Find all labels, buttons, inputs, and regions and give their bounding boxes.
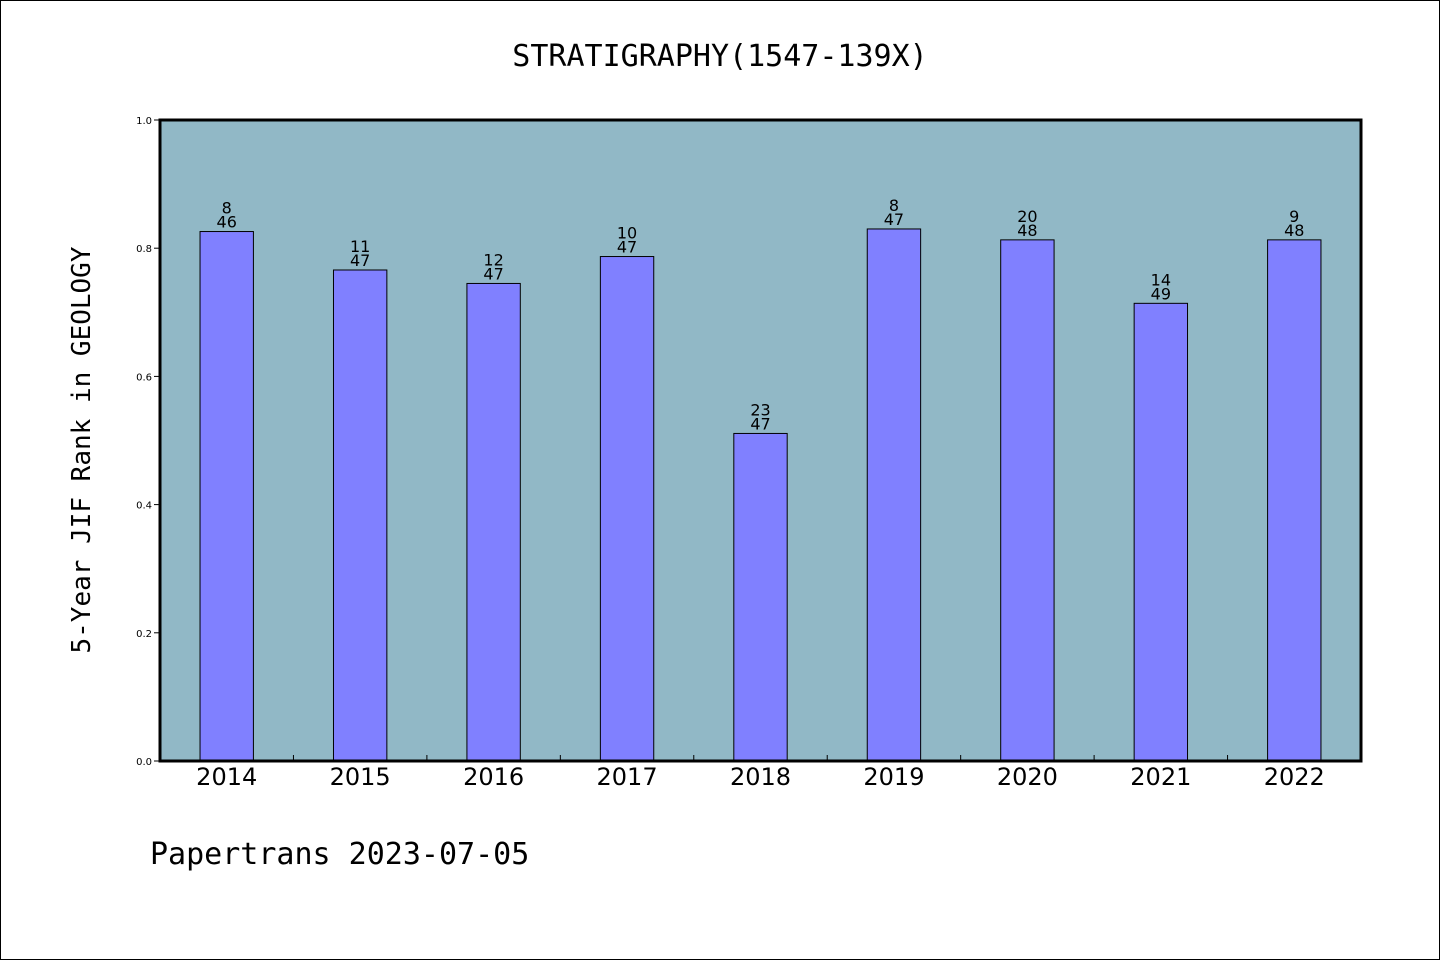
- x-tick-label: 2019: [863, 763, 924, 791]
- bar-2014: [199, 231, 254, 762]
- bar-label-total: 47: [884, 210, 904, 229]
- x-tick-label: 2020: [997, 763, 1058, 791]
- chart-title: STRATIGRAPHY(1547-139X): [512, 39, 927, 74]
- bar-2019: [866, 228, 922, 762]
- x-tick-label: 2022: [1264, 763, 1325, 791]
- bar-2020: [1000, 239, 1055, 762]
- y-axis-label: 5-Year JIF Rank in GEOLOGY: [67, 246, 97, 653]
- bar-2021: [1133, 302, 1189, 762]
- bar-label-total: 47: [350, 251, 370, 270]
- bar-2022: [1267, 239, 1322, 762]
- footer-text: Papertrans 2023-07-05: [150, 837, 529, 872]
- y-tick-label: 0.4: [136, 501, 152, 512]
- bar-2018: [733, 432, 788, 762]
- x-tick-label: 2017: [597, 763, 658, 791]
- y-tick-label: 0.8: [136, 244, 152, 255]
- bar-label-rank: 12: [483, 250, 503, 269]
- bar-label-total: 46: [217, 213, 237, 232]
- x-tick-label: 2014: [196, 763, 257, 791]
- plot-border: [158, 118, 1363, 763]
- bar-label-rank: 11: [350, 237, 370, 256]
- bar-2016: [466, 282, 521, 762]
- bar-label-total: 48: [1284, 221, 1304, 240]
- bar-label-rank: 20: [1017, 207, 1037, 226]
- y-tick-label: 0.6: [136, 372, 152, 383]
- bar-label-total: 47: [617, 238, 637, 257]
- bar-label-rank: 23: [750, 400, 770, 419]
- x-tick-label: 2021: [1130, 763, 1191, 791]
- bar-label-rank: 8: [889, 196, 899, 215]
- y-tick-label: 0.2: [136, 629, 152, 640]
- x-tick-label: 2016: [463, 763, 524, 791]
- bar-label-total: 47: [750, 414, 770, 433]
- bar-label-rank: 8: [222, 199, 232, 218]
- bar-label-total: 48: [1017, 221, 1037, 240]
- bar-label-total: 49: [1151, 284, 1171, 303]
- bar-2017: [599, 256, 655, 762]
- bar-label-rank: 14: [1151, 270, 1171, 289]
- bar-label-rank: 10: [617, 224, 637, 243]
- bar-2015: [332, 269, 388, 762]
- x-tick-label: 2018: [730, 763, 791, 791]
- y-tick-label: 0.0: [136, 757, 152, 768]
- x-tick-label: 2015: [330, 763, 391, 791]
- bar-label-total: 47: [483, 264, 503, 283]
- y-tick-label: 1.0: [136, 116, 152, 127]
- bar-label-rank: 9: [1289, 207, 1299, 226]
